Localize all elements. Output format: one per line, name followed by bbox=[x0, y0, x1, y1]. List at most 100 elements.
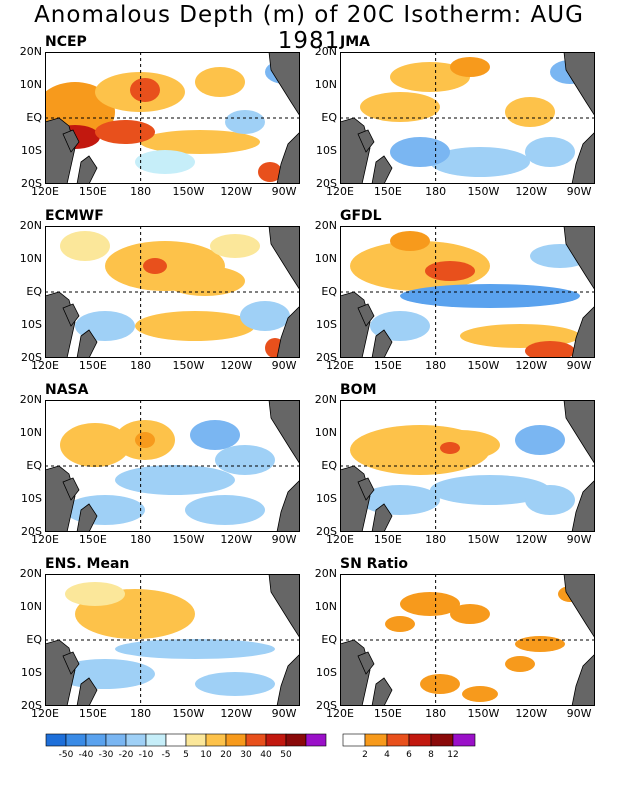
sn-ratio-colorbar bbox=[342, 733, 476, 747]
lon-tick-label: 150W bbox=[467, 533, 500, 546]
lon-tick-label: 150E bbox=[78, 707, 107, 720]
lon-tick-label: 90W bbox=[566, 185, 592, 198]
lon-tick-label: 120E bbox=[31, 185, 59, 198]
colorbar-label: 20 bbox=[220, 750, 232, 760]
anomaly-contour bbox=[195, 672, 275, 696]
colorbar-swatch bbox=[45, 733, 67, 747]
anomaly-contour bbox=[420, 674, 460, 694]
lon-tick-label: 150W bbox=[172, 185, 205, 198]
lon-tick-label: 120W bbox=[220, 707, 253, 720]
anomaly-contour bbox=[515, 425, 565, 455]
lon-tick-label: 120W bbox=[515, 359, 548, 372]
colorbar-swatch bbox=[305, 733, 327, 747]
lon-tick-label: 180 bbox=[130, 533, 152, 546]
map-panel bbox=[340, 400, 595, 532]
lon-tick-label: 120W bbox=[220, 359, 253, 372]
panel-label: NCEP bbox=[45, 34, 87, 50]
colorbar-swatch bbox=[225, 733, 247, 747]
panel-frame bbox=[340, 400, 595, 532]
panel-label: ECMWF bbox=[45, 208, 104, 224]
land-mass bbox=[371, 503, 393, 532]
anomaly-contour bbox=[143, 258, 167, 274]
lon-tick-label: 90W bbox=[271, 707, 297, 720]
lon-tick-label: 90W bbox=[566, 533, 592, 546]
lon-tick-label: 150W bbox=[467, 359, 500, 372]
lat-tick-label: 10S bbox=[316, 318, 337, 331]
anomaly-contour bbox=[390, 231, 430, 251]
lon-tick-label: 180 bbox=[425, 359, 447, 372]
colorbar-swatch bbox=[430, 733, 454, 747]
lat-tick-label: 10S bbox=[21, 492, 42, 505]
lon-tick-label: 180 bbox=[425, 533, 447, 546]
lat-tick-label: 20N bbox=[314, 219, 337, 232]
panel-frame bbox=[45, 400, 300, 532]
land-mass bbox=[268, 52, 300, 117]
colorbar-swatch bbox=[342, 733, 366, 747]
anomaly-contour bbox=[400, 284, 580, 308]
map-panel bbox=[45, 226, 300, 358]
lat-tick-label: 20N bbox=[19, 219, 42, 232]
anomaly-contour bbox=[462, 686, 498, 702]
land-mass bbox=[76, 677, 98, 706]
land-mass bbox=[62, 303, 80, 327]
anomaly-contour bbox=[420, 430, 500, 460]
anomaly-contour bbox=[215, 445, 275, 475]
lon-tick-label: 180 bbox=[130, 359, 152, 372]
land-mass bbox=[276, 479, 300, 532]
lon-tick-label: 180 bbox=[130, 185, 152, 198]
lat-tick-label: 10S bbox=[316, 144, 337, 157]
panel-frame bbox=[340, 574, 595, 706]
land-mass bbox=[371, 329, 393, 358]
lat-tick-label: 20S bbox=[21, 351, 42, 364]
lon-tick-label: 120W bbox=[220, 185, 253, 198]
lat-tick-label: 10N bbox=[19, 426, 42, 439]
panel-label: BOM bbox=[340, 382, 377, 398]
lat-tick-label: 20N bbox=[19, 567, 42, 580]
anomaly-contour bbox=[360, 92, 440, 122]
lat-tick-label: EQ bbox=[321, 111, 337, 124]
anomaly-contour bbox=[225, 110, 265, 134]
colorbar-swatch bbox=[364, 733, 388, 747]
lat-tick-label: 20S bbox=[316, 525, 337, 538]
lon-tick-label: 90W bbox=[566, 359, 592, 372]
colorbar-swatch bbox=[145, 733, 167, 747]
anomaly-contour bbox=[195, 67, 245, 97]
lon-tick-label: 90W bbox=[271, 359, 297, 372]
anomaly-contour bbox=[400, 592, 460, 616]
land-mass bbox=[62, 129, 80, 153]
colorbar-label: 12 bbox=[447, 750, 459, 760]
land-mass bbox=[76, 155, 98, 184]
land-mass bbox=[76, 503, 98, 532]
lon-tick-label: 150E bbox=[78, 359, 107, 372]
lat-tick-label: 20S bbox=[316, 177, 337, 190]
anomaly-contour bbox=[140, 130, 260, 154]
anomaly-contour bbox=[65, 582, 125, 606]
panel-frame bbox=[45, 226, 300, 358]
panel-label: GFDL bbox=[340, 208, 382, 224]
lat-tick-label: 10N bbox=[19, 252, 42, 265]
lon-tick-label: 150E bbox=[373, 533, 402, 546]
colorbar-label: 4 bbox=[384, 750, 390, 760]
colorbar-swatch bbox=[125, 733, 147, 747]
colorbar-label: -10 bbox=[138, 750, 154, 760]
lon-tick-label: 150W bbox=[467, 185, 500, 198]
map-panel bbox=[340, 52, 595, 184]
map-panel bbox=[340, 574, 595, 706]
anomaly-contour bbox=[385, 616, 415, 632]
lat-tick-label: 20N bbox=[314, 567, 337, 580]
lat-tick-label: 10S bbox=[21, 666, 42, 679]
lat-tick-label: 20N bbox=[19, 393, 42, 406]
anomaly-contour bbox=[390, 137, 450, 167]
panel-frame bbox=[340, 52, 595, 184]
lat-tick-label: 20N bbox=[314, 45, 337, 58]
colorbar-label: 50 bbox=[280, 750, 292, 760]
lon-tick-label: 120E bbox=[31, 359, 59, 372]
colorbar-label: -40 bbox=[78, 750, 94, 760]
lon-tick-label: 120W bbox=[515, 707, 548, 720]
lat-tick-label: 20S bbox=[316, 699, 337, 712]
land-mass bbox=[76, 329, 98, 358]
lat-tick-label: 10N bbox=[19, 78, 42, 91]
lon-tick-label: 120E bbox=[326, 707, 354, 720]
colorbar-swatch bbox=[285, 733, 307, 747]
colorbar-label: -5 bbox=[161, 750, 171, 760]
